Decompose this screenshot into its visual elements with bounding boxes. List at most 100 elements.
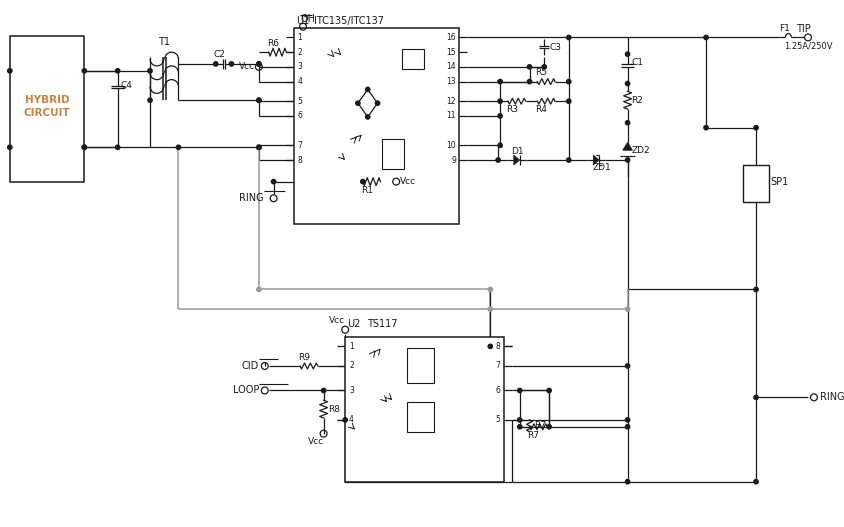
Text: R9: R9 (298, 353, 310, 362)
Circle shape (488, 307, 492, 311)
Circle shape (148, 69, 152, 73)
Circle shape (566, 80, 571, 84)
Text: 8: 8 (297, 155, 302, 164)
Text: 13: 13 (446, 77, 456, 86)
Text: 6: 6 (495, 386, 500, 395)
Text: ITC135/ITC137: ITC135/ITC137 (314, 16, 384, 26)
Text: RING: RING (820, 393, 844, 402)
Circle shape (116, 69, 120, 73)
Text: 5: 5 (297, 97, 302, 106)
Text: 16: 16 (446, 33, 456, 42)
Circle shape (528, 80, 532, 84)
Circle shape (517, 388, 522, 393)
Circle shape (356, 101, 360, 105)
Circle shape (488, 287, 492, 291)
Polygon shape (358, 90, 377, 117)
Circle shape (272, 180, 276, 184)
Circle shape (498, 114, 502, 118)
Text: 4: 4 (349, 415, 354, 424)
Text: T1: T1 (158, 37, 170, 47)
Circle shape (376, 101, 380, 105)
Text: TS117: TS117 (367, 319, 398, 329)
Text: D1: D1 (511, 147, 523, 155)
Circle shape (343, 418, 348, 422)
Bar (295, 27, 459, 224)
Text: ZD2: ZD2 (631, 146, 650, 155)
Circle shape (625, 364, 630, 368)
Text: 9: 9 (451, 155, 456, 164)
Circle shape (257, 98, 261, 102)
Text: C2: C2 (214, 50, 225, 58)
Text: RING: RING (239, 193, 264, 203)
Circle shape (496, 158, 500, 162)
Bar (382, 140, 404, 169)
Text: Vcc: Vcc (308, 437, 324, 446)
Circle shape (625, 418, 630, 422)
Circle shape (8, 69, 12, 73)
Circle shape (488, 344, 492, 348)
Text: F1: F1 (780, 24, 791, 33)
Circle shape (365, 115, 370, 119)
Circle shape (547, 388, 551, 393)
Text: R7: R7 (534, 421, 546, 430)
Text: 3: 3 (349, 386, 354, 395)
Text: R2: R2 (631, 96, 643, 105)
Circle shape (625, 121, 630, 125)
Text: 11: 11 (446, 111, 456, 120)
Circle shape (625, 425, 630, 429)
Circle shape (257, 145, 261, 150)
Text: 12: 12 (446, 97, 456, 106)
Circle shape (498, 143, 502, 148)
Text: R4: R4 (535, 104, 547, 113)
Text: C4: C4 (121, 81, 133, 90)
Text: Vcc: Vcc (400, 177, 416, 186)
Circle shape (754, 287, 758, 291)
Circle shape (517, 425, 522, 429)
Text: 2: 2 (349, 362, 354, 370)
Text: 4: 4 (297, 77, 302, 86)
Circle shape (566, 35, 571, 40)
Circle shape (754, 480, 758, 484)
Text: 3: 3 (297, 62, 302, 71)
Text: C1: C1 (631, 58, 643, 67)
Circle shape (566, 99, 571, 103)
Circle shape (528, 65, 532, 69)
Circle shape (82, 145, 86, 150)
Text: R5: R5 (535, 69, 548, 77)
Circle shape (214, 62, 218, 66)
Circle shape (625, 158, 630, 162)
Text: TIP: TIP (796, 24, 811, 34)
Circle shape (257, 145, 261, 150)
Circle shape (547, 425, 551, 429)
Text: Vcc: Vcc (239, 62, 255, 71)
Text: LOOP: LOOP (232, 385, 259, 395)
Circle shape (322, 388, 326, 393)
Text: ZD1: ZD1 (592, 163, 611, 172)
Text: 8: 8 (495, 342, 500, 351)
Text: 7: 7 (495, 362, 500, 370)
Text: 14: 14 (446, 62, 456, 71)
Circle shape (257, 62, 261, 66)
Circle shape (704, 35, 708, 40)
Circle shape (82, 145, 86, 150)
Text: OH: OH (300, 14, 315, 24)
Text: Vcc: Vcc (329, 316, 345, 325)
Circle shape (116, 145, 120, 150)
Text: 6: 6 (297, 111, 302, 120)
Bar (402, 49, 424, 69)
Circle shape (365, 87, 370, 92)
Text: CID: CID (241, 361, 259, 371)
Text: SP1: SP1 (771, 177, 789, 187)
Bar (407, 402, 435, 432)
Circle shape (257, 62, 261, 66)
Circle shape (82, 69, 86, 73)
Circle shape (754, 125, 758, 130)
Circle shape (257, 98, 261, 102)
Circle shape (754, 395, 758, 399)
Text: 10: 10 (446, 141, 456, 150)
Circle shape (625, 81, 630, 86)
Circle shape (176, 145, 181, 150)
Text: R7: R7 (528, 431, 539, 440)
Circle shape (542, 65, 546, 69)
Circle shape (230, 62, 234, 66)
